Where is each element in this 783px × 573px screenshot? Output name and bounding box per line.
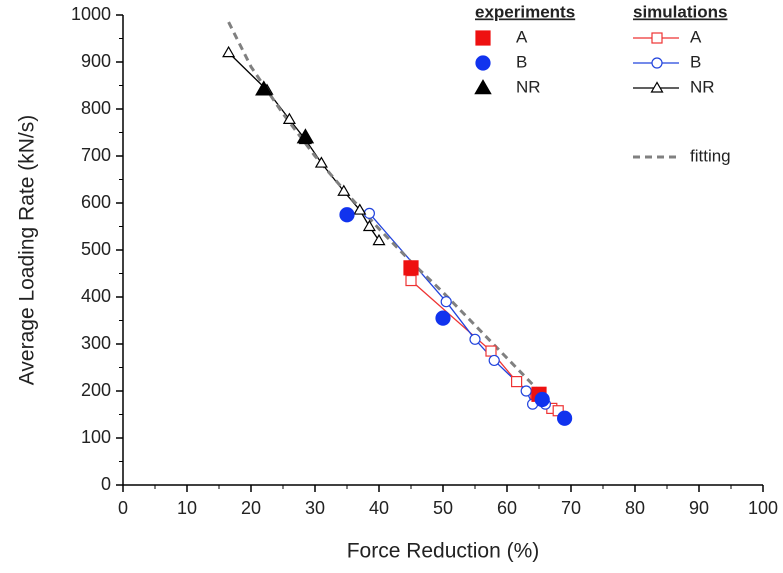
x-tick-label: 100 — [748, 498, 778, 518]
marker — [296, 128, 315, 144]
marker — [556, 410, 573, 426]
marker — [362, 219, 376, 232]
x-tick-label: 20 — [241, 498, 261, 518]
x-tick-label: 30 — [305, 498, 325, 518]
y-tick-label: 1000 — [71, 4, 111, 24]
marker — [440, 296, 452, 308]
marker — [469, 333, 481, 345]
marker — [651, 57, 663, 69]
y-tick-label: 200 — [81, 380, 111, 400]
y-tick-label: 100 — [81, 427, 111, 447]
marker — [534, 391, 550, 408]
marker — [363, 207, 375, 219]
x-tick-label: 80 — [625, 498, 645, 518]
marker — [353, 203, 367, 215]
x-tick-label: 40 — [369, 498, 389, 518]
marker — [314, 156, 328, 168]
x-axis-label: Force Reduction (%) — [347, 540, 540, 563]
y-tick-label: 0 — [101, 474, 111, 494]
y-tick-label: 500 — [81, 239, 111, 259]
marker — [282, 112, 296, 124]
marker — [435, 310, 451, 326]
y-tick-label: 300 — [81, 333, 111, 353]
marker — [403, 260, 419, 276]
marker — [485, 345, 497, 357]
marker — [222, 45, 236, 58]
x-tick-label: 60 — [497, 498, 517, 518]
marker — [650, 81, 664, 93]
series-line — [368, 212, 546, 405]
legend-label: B — [516, 52, 527, 71]
legend-label: B — [690, 52, 701, 71]
y-tick-label: 700 — [81, 145, 111, 165]
x-tick-label: 10 — [177, 498, 197, 518]
x-tick-label: 0 — [118, 498, 128, 518]
x-tick-label: 50 — [433, 498, 453, 518]
legend-label: NR — [516, 77, 541, 96]
fit-line — [227, 21, 566, 421]
marker — [475, 30, 491, 46]
y-tick-label: 800 — [81, 98, 111, 118]
marker — [488, 354, 500, 367]
marker — [511, 376, 523, 388]
y-tick-label: 900 — [81, 51, 111, 71]
marker — [255, 80, 273, 96]
legend-label: A — [690, 27, 702, 46]
legend-label: NR — [690, 77, 715, 96]
marker — [520, 385, 532, 397]
y-tick-label: 400 — [81, 286, 111, 306]
marker — [405, 274, 417, 287]
x-tick-label: 90 — [689, 498, 709, 518]
marker — [339, 207, 355, 223]
legend-label: fitting — [690, 146, 731, 165]
y-axis-label: Average Loading Rate (kN/s) — [16, 115, 39, 385]
marker — [651, 32, 663, 44]
legend-title: simulations — [633, 2, 727, 21]
x-tick-label: 70 — [561, 498, 581, 518]
legend-label: A — [516, 27, 528, 46]
marker — [474, 79, 492, 95]
marker — [372, 233, 386, 246]
marker — [337, 184, 351, 196]
y-tick-label: 600 — [81, 192, 111, 212]
marker — [475, 55, 491, 71]
legend-title: experiments — [475, 2, 575, 21]
